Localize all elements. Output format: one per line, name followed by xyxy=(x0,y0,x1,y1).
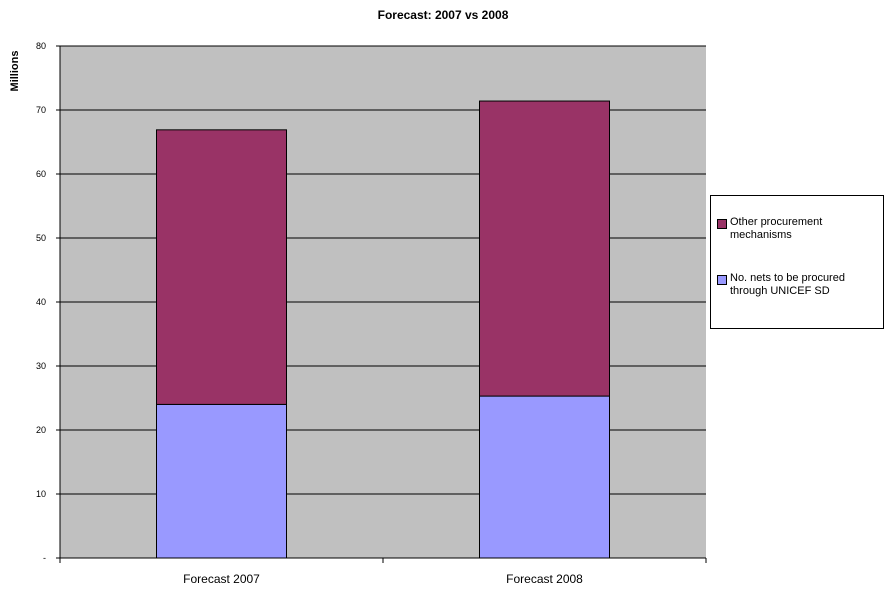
legend: Other procurement mechanisms No. nets to… xyxy=(710,195,884,329)
y-tick-label: 60 xyxy=(36,169,46,179)
axes xyxy=(56,45,707,563)
bar-segment-unicef-1 xyxy=(156,403,287,559)
x-tick-labels: Forecast 2007 Forecast 2008 xyxy=(183,572,583,586)
y-tick-label: 20 xyxy=(36,425,46,435)
legend-item-unicef: No. nets to be procured through UNICEF S… xyxy=(717,272,880,298)
y-tick-labels: - 10 20 30 40 50 60 70 80 xyxy=(36,41,46,563)
bars xyxy=(156,100,610,559)
bar-segment-other-1 xyxy=(156,129,287,405)
y-tick-label: 70 xyxy=(36,105,46,115)
bar-segment-other-2 xyxy=(479,100,610,397)
legend-item-other: Other procurement mechanisms xyxy=(717,216,880,242)
y-tick-label: 80 xyxy=(36,41,46,51)
bar-segment-unicef-2 xyxy=(479,395,610,559)
chart-title: Forecast: 2007 vs 2008 xyxy=(378,8,509,22)
legend-label-unicef: No. nets to be procured through UNICEF S… xyxy=(730,272,845,297)
y-axis-label: Millions xyxy=(9,51,21,92)
x-tick-label: Forecast 2007 xyxy=(183,572,260,586)
legend-swatch-unicef xyxy=(717,275,727,285)
y-tick-label: 40 xyxy=(36,297,46,307)
y-tick-label: 30 xyxy=(36,361,46,371)
x-tick-label: Forecast 2008 xyxy=(506,572,583,586)
y-tick-label: 50 xyxy=(36,233,46,243)
legend-label-other: Other procurement mechanisms xyxy=(730,216,823,241)
legend-swatch-other xyxy=(717,219,727,229)
y-tick-label: 10 xyxy=(36,489,46,499)
y-tick-label: - xyxy=(43,553,46,563)
